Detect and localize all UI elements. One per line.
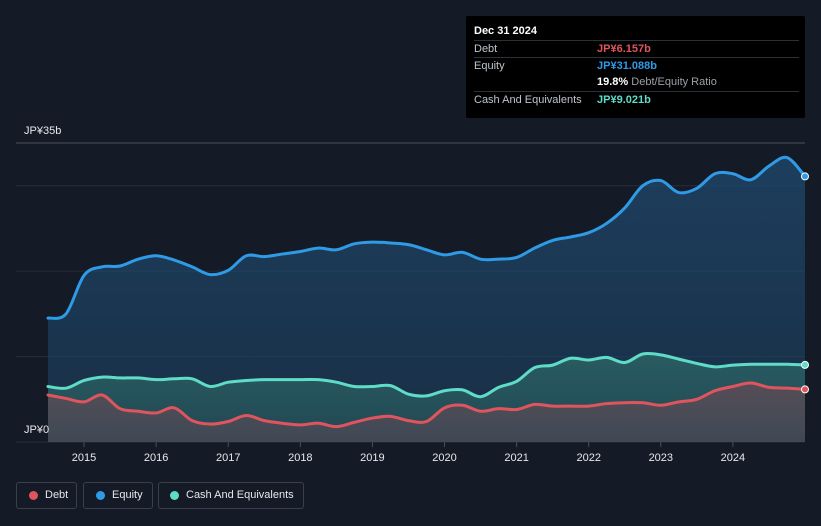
debt-end-marker: [801, 385, 809, 394]
y-axis-bottom-label: JP¥0: [24, 424, 50, 436]
x-tick-label: 2021: [504, 452, 528, 464]
x-tick-label: 2015: [72, 452, 96, 464]
tooltip-cash-value: JP¥9.021b: [597, 94, 651, 106]
tooltip-equity-row: Equity JP¥31.088b: [474, 57, 799, 75]
tooltip-ratio-row: 19.8% Debt/Equity Ratio: [474, 74, 799, 91]
cash-and-equivalents-end-marker: [801, 360, 809, 369]
data-tooltip: Dec 31 2024 Debt JP¥6.157b Equity JP¥31.…: [466, 16, 805, 118]
cash-dot-icon: [170, 491, 179, 500]
tooltip-equity-value: JP¥31.088b: [597, 60, 657, 72]
x-tick-label: 2023: [649, 452, 673, 464]
series-lines: [46, 155, 807, 429]
x-tick-label: 2017: [216, 452, 240, 464]
legend-item-equity[interactable]: Equity: [83, 482, 153, 509]
legend-equity-label: Equity: [112, 489, 143, 501]
tooltip-ratio-label: Debt/Equity Ratio: [631, 76, 717, 88]
tooltip-debt-value: JP¥6.157b: [597, 43, 651, 55]
x-tick-label: 2016: [144, 452, 168, 464]
legend-debt-label: Debt: [45, 489, 69, 501]
tooltip-debt-label: Debt: [474, 43, 498, 55]
legend-item-debt[interactable]: Debt: [16, 482, 77, 509]
tooltip-debt-row: Debt JP¥6.157b: [474, 40, 799, 58]
series-end-markers: [801, 172, 809, 394]
x-tick-label: 2018: [288, 452, 312, 464]
tooltip-cash-row: Cash And Equivalents JP¥9.021b: [474, 91, 799, 109]
debt-line: [46, 381, 807, 429]
equity-line: [46, 155, 807, 320]
x-tick-label: 2019: [360, 452, 384, 464]
x-tick-label: 2020: [432, 452, 456, 464]
y-axis-top-label: JP¥35b: [24, 125, 62, 137]
x-axis-ticks: 2015 2016 2017 2018 2019 2020 2021 2022 2023 2024: [72, 442, 745, 464]
tooltip-date: Dec 31 2024: [474, 25, 537, 37]
legend-item-cash[interactable]: Cash And Equivalents: [158, 482, 304, 509]
tooltip-ratio: 19.8% Debt/Equity Ratio: [597, 76, 717, 88]
debt-dot-icon: [29, 491, 38, 500]
x-tick-label: 2022: [576, 452, 600, 464]
tooltip-ratio-value: 19.8%: [597, 76, 629, 88]
series-areas: [48, 157, 805, 442]
tooltip-equity-label: Equity: [474, 60, 505, 72]
tooltip-cash-label: Cash And Equivalents: [474, 94, 582, 106]
x-tick-label: 2024: [721, 452, 745, 464]
equity-end-marker: [801, 172, 809, 181]
cash-and-equivalents-line: [46, 351, 807, 399]
legend-cash-label: Cash And Equivalents: [186, 489, 294, 501]
equity-dot-icon: [96, 491, 105, 500]
debt-area: [48, 383, 805, 442]
